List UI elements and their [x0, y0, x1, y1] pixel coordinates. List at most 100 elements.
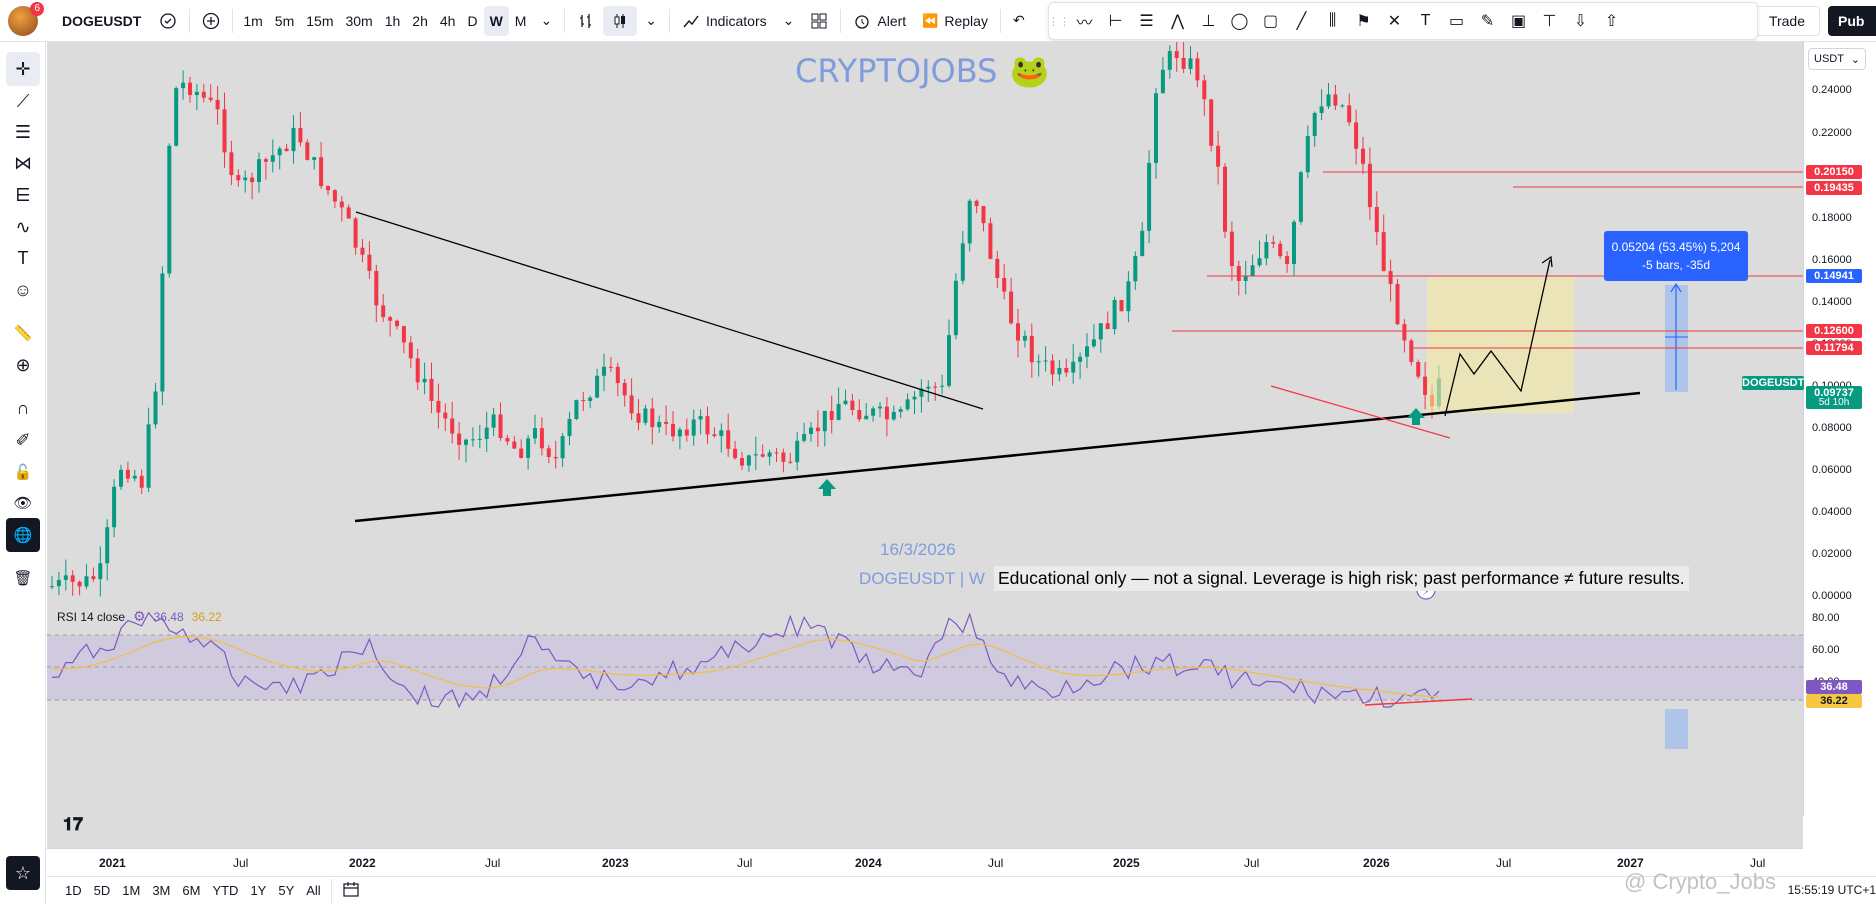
- wave-pattern-icon[interactable]: ⋀: [1170, 13, 1185, 30]
- add-symbol-icon[interactable]: [194, 6, 228, 36]
- chevron-down-icon[interactable]: ⌄: [782, 12, 795, 28]
- date-range-icon[interactable]: ⊥: [1201, 13, 1216, 30]
- arrow-down-icon[interactable]: ⇩: [1573, 13, 1588, 30]
- price-scale[interactable]: USDT⌄ 0.240000.220000.200000.180000.1600…: [1742, 42, 1876, 816]
- candle-body: [809, 427, 813, 434]
- chevron-down-icon[interactable]: ⌄: [645, 12, 657, 28]
- flag-icon[interactable]: ⚑: [1356, 13, 1371, 30]
- measure-label[interactable]: 0.05204 (53.45%) 5,204 -5 bars, -35d: [1604, 231, 1748, 281]
- symbol-search-button[interactable]: DOGEUSDT: [52, 6, 151, 36]
- price-label[interactable]: 0.19435: [1806, 181, 1862, 195]
- alert-button[interactable]: Alert: [845, 6, 914, 36]
- lock-icon[interactable]: 🔓: [13, 464, 33, 481]
- price-label[interactable]: DOGEUSDT: [1742, 376, 1805, 390]
- lock-drawing-icon[interactable]: ✐: [15, 429, 31, 450]
- range-measure-icon[interactable]: ⊢: [1108, 13, 1123, 30]
- zoom-icon[interactable]: ⊕: [15, 354, 31, 375]
- range-ytd[interactable]: YTD: [212, 883, 239, 898]
- price-label[interactable]: 0.14941: [1806, 269, 1862, 283]
- timeframe-M[interactable]: M: [514, 12, 527, 29]
- range-1m[interactable]: 1M: [122, 883, 141, 898]
- compare-icon[interactable]: [151, 6, 185, 36]
- crosshair-icon[interactable]: ✛: [6, 52, 40, 86]
- bar-style-icon[interactable]: [569, 6, 603, 36]
- text-icon[interactable]: T: [1420, 12, 1431, 29]
- ruler-icon[interactable]: 📏: [13, 325, 33, 342]
- timeframe-4h[interactable]: 4h: [439, 12, 456, 29]
- arrow-up-icon[interactable]: ⇧: [1604, 13, 1619, 30]
- trash-icon[interactable]: 🗑: [13, 570, 33, 587]
- avatar[interactable]: 6: [8, 1, 44, 36]
- range-1y[interactable]: 1Y: [250, 883, 267, 898]
- text-box-icon[interactable]: ⊤: [1542, 13, 1557, 30]
- clock[interactable]: 15:55:19 UTC+1: [1787, 883, 1876, 897]
- emoji-icon[interactable]: ☺: [13, 279, 33, 300]
- rsi-legend[interactable]: RSI 14 close ⚙ 36.48 36.22: [57, 608, 222, 625]
- chevron-down-icon[interactable]: ⌄: [540, 12, 553, 28]
- price-label[interactable]: 36.22: [1806, 694, 1862, 708]
- fib-channel-icon[interactable]: ☰: [1139, 13, 1154, 30]
- tradingview-logo-icon[interactable]: 𝟏𝟕: [63, 814, 84, 835]
- brush-line-icon[interactable]: 〰: [1076, 15, 1093, 32]
- cross-icon[interactable]: ✕: [1387, 13, 1402, 30]
- candle-style-icon[interactable]: [603, 5, 638, 36]
- timeframe-W[interactable]: W: [483, 5, 509, 36]
- price-label[interactable]: 5d 10h: [1806, 398, 1862, 409]
- forecast-icon[interactable]: ⋿: [15, 184, 31, 205]
- ray-icon[interactable]: ╱: [1296, 13, 1307, 30]
- timeframe-5m[interactable]: 5m: [274, 12, 295, 29]
- range-3m[interactable]: 3M: [152, 883, 171, 898]
- globe-icon[interactable]: 🌐: [6, 518, 40, 552]
- range-5y[interactable]: 5Y: [278, 883, 295, 898]
- rectangle-icon[interactable]: ▢: [1262, 13, 1279, 30]
- projection-path[interactable]: [1444, 259, 1551, 417]
- timeframe-1h[interactable]: 1h: [384, 12, 401, 29]
- image-icon[interactable]: ▣: [1510, 13, 1527, 30]
- timeframe-D[interactable]: D: [467, 12, 478, 29]
- pen-icon[interactable]: ✎: [1480, 13, 1495, 30]
- undo-icon[interactable]: ↶: [1012, 12, 1025, 28]
- brush-icon[interactable]: ∿: [15, 216, 31, 237]
- disclaimer-text[interactable]: Educational only — not a signal. Leverag…: [994, 566, 1689, 591]
- rsi-divergence-line[interactable]: [1364, 698, 1473, 706]
- grip-icon[interactable]: ⋮⋮: [1048, 15, 1070, 28]
- time-axis[interactable]: 2021 Jul 2022 Jul 2023 Jul 2024 Jul 2025 Jul 2026 J…: [47, 848, 1803, 876]
- publish-button[interactable]: Pub: [1828, 6, 1876, 36]
- timeframe-2h[interactable]: 2h: [412, 12, 428, 29]
- timeframe-15m[interactable]: 15m: [306, 12, 334, 29]
- price-label[interactable]: 0.12600: [1806, 324, 1862, 338]
- indicators-button[interactable]: Indicators: [674, 6, 775, 36]
- timeframe-30m[interactable]: 30m: [345, 12, 373, 29]
- chart-pane[interactable]: ⚡ CRYPTOJOBS 🐸 16/3/2026 DOGEUSDT | W Ed…: [47, 42, 1803, 848]
- candles-icon[interactable]: ⫼: [1328, 12, 1337, 29]
- templates-icon[interactable]: [802, 6, 836, 36]
- circle-icon[interactable]: ◯: [1230, 13, 1249, 30]
- range-all[interactable]: All: [306, 883, 321, 898]
- support-trend-line[interactable]: [354, 391, 1641, 523]
- trade-button[interactable]: Trade: [1753, 6, 1820, 36]
- watchlist-star-icon[interactable]: ☆: [6, 856, 40, 890]
- price-label[interactable]: 0.09737: [1806, 386, 1862, 400]
- resistance-trend-line[interactable]: [355, 211, 984, 410]
- price-label[interactable]: 0.11794: [1806, 341, 1862, 355]
- red-trend-line[interactable]: [1270, 385, 1451, 439]
- text-tool-icon[interactable]: T: [17, 247, 29, 268]
- calendar-icon[interactable]: [336, 881, 366, 900]
- trend-line-icon[interactable]: ⟋: [16, 90, 30, 111]
- fib-retracement-icon[interactable]: ☰: [14, 121, 32, 142]
- timeframe-1m[interactable]: 1m: [243, 12, 263, 29]
- comment-icon[interactable]: ▭: [1448, 13, 1465, 30]
- pattern-icon[interactable]: ⋈: [14, 152, 32, 173]
- price-label[interactable]: 0.20150: [1806, 165, 1862, 179]
- magnet-icon[interactable]: ∩: [16, 397, 30, 418]
- range-5d[interactable]: 5D: [93, 883, 111, 898]
- range-1d[interactable]: 1D: [65, 883, 82, 898]
- price-label[interactable]: 36.48: [1806, 680, 1862, 694]
- target-zone[interactable]: [1427, 277, 1574, 413]
- eye-icon[interactable]: 👁: [13, 495, 33, 512]
- range-6m[interactable]: 6M: [182, 883, 201, 898]
- settings-gear-icon[interactable]: ⚙: [133, 608, 146, 624]
- chart-canvas[interactable]: ⚡: [47, 42, 1803, 848]
- currency-select[interactable]: USDT ⌄: [1808, 48, 1866, 70]
- replay-button[interactable]: ⏪ Replay: [914, 6, 996, 36]
